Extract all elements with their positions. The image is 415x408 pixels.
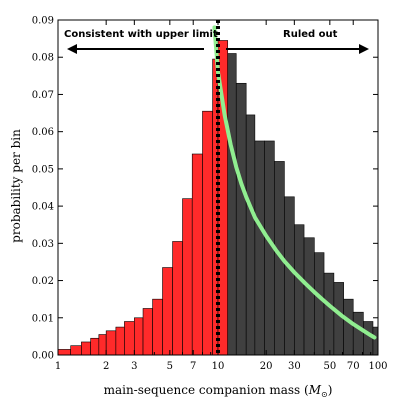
left-annotation: Consistent with upper limit	[64, 29, 218, 54]
histogram-bar	[352, 311, 364, 356]
histogram-bar	[372, 326, 379, 356]
histogram-bar	[363, 321, 374, 356]
y-tick-label: 0.04	[32, 202, 54, 213]
x-tick-label: 10	[212, 361, 225, 372]
histogram-bar	[152, 298, 163, 356]
histogram-bar	[98, 334, 107, 356]
histogram-bar	[81, 341, 91, 356]
x-tick-label: 20	[260, 361, 273, 372]
histogram-bar	[70, 345, 82, 356]
x-axis-label-subscript: ⊙	[321, 390, 328, 399]
y-tick-label: 0.06	[32, 127, 54, 138]
histogram-bar	[162, 267, 173, 356]
histogram-bar	[294, 224, 305, 356]
histogram-bar	[343, 298, 354, 356]
histogram-bar	[227, 53, 237, 356]
x-tick-label: 2	[103, 361, 109, 372]
x-tick-label: 1	[55, 361, 61, 372]
y-tick-label: 0.09	[32, 16, 54, 27]
x-axis-label-symbol: M	[308, 383, 322, 397]
y-tick-label: 0.02	[32, 276, 54, 287]
y-axis-label: probability per bin	[9, 129, 23, 243]
histogram-bar	[90, 337, 100, 356]
model-curve-layer	[212, 25, 377, 340]
histogram-bar	[202, 110, 213, 356]
histogram-bar	[124, 321, 135, 356]
histogram-bar	[57, 349, 71, 356]
histogram-bar	[115, 326, 125, 356]
y-tick-label: 0.01	[32, 313, 54, 324]
y-tick-label: 0.08	[32, 53, 54, 64]
right-annotation: Ruled out	[226, 29, 369, 54]
histogram-bar	[105, 330, 117, 356]
histogram-bar	[235, 82, 247, 356]
x-tick-label: 5	[167, 361, 173, 372]
histogram-bar	[333, 282, 344, 356]
histogram-bar	[314, 252, 325, 356]
histogram-bar	[284, 196, 295, 356]
x-axis-label-text: main-sequence companion mass (	[104, 383, 309, 397]
histogram-bar	[172, 241, 183, 356]
histogram-bar	[134, 317, 144, 356]
histogram-bar	[182, 198, 193, 356]
left-arrowhead	[67, 44, 77, 54]
left-annotation-label: Consistent with upper limit	[64, 29, 218, 40]
x-tick-label: 3	[131, 361, 137, 372]
y-axis-ticks: 0.00 0.01 0.02 0.03 0.04 0.05 0.06 0.07 0.08 0.09	[32, 16, 378, 362]
y-tick-label: 0.07	[32, 90, 54, 101]
histogram-bar	[303, 237, 315, 356]
histogram-bar	[245, 114, 256, 356]
x-axis-ticks: 1 2 3 5 7 10 20 30 50 70 100	[55, 20, 388, 372]
x-tick-label: 7	[190, 361, 196, 372]
histogram-bar	[191, 153, 203, 356]
x-tick-label: 30	[288, 361, 301, 372]
histogram-bars	[57, 40, 379, 356]
y-tick-label: 0.00	[32, 351, 54, 362]
x-tick-label: 70	[347, 361, 360, 372]
x-axis-label-end: )	[328, 383, 333, 397]
right-arrowhead	[359, 44, 369, 54]
model-curve	[212, 25, 377, 340]
x-tick-label: 100	[368, 361, 387, 372]
x-axis-label: main-sequence companion mass (M⊙)	[104, 383, 333, 399]
right-annotation-label: Ruled out	[283, 29, 338, 40]
histogram-bar	[323, 272, 335, 356]
y-tick-label: 0.05	[32, 164, 54, 175]
y-tick-label: 0.03	[32, 239, 54, 250]
histogram-bar	[254, 140, 265, 356]
histogram-bar	[142, 308, 153, 356]
x-tick-label: 50	[323, 361, 336, 372]
